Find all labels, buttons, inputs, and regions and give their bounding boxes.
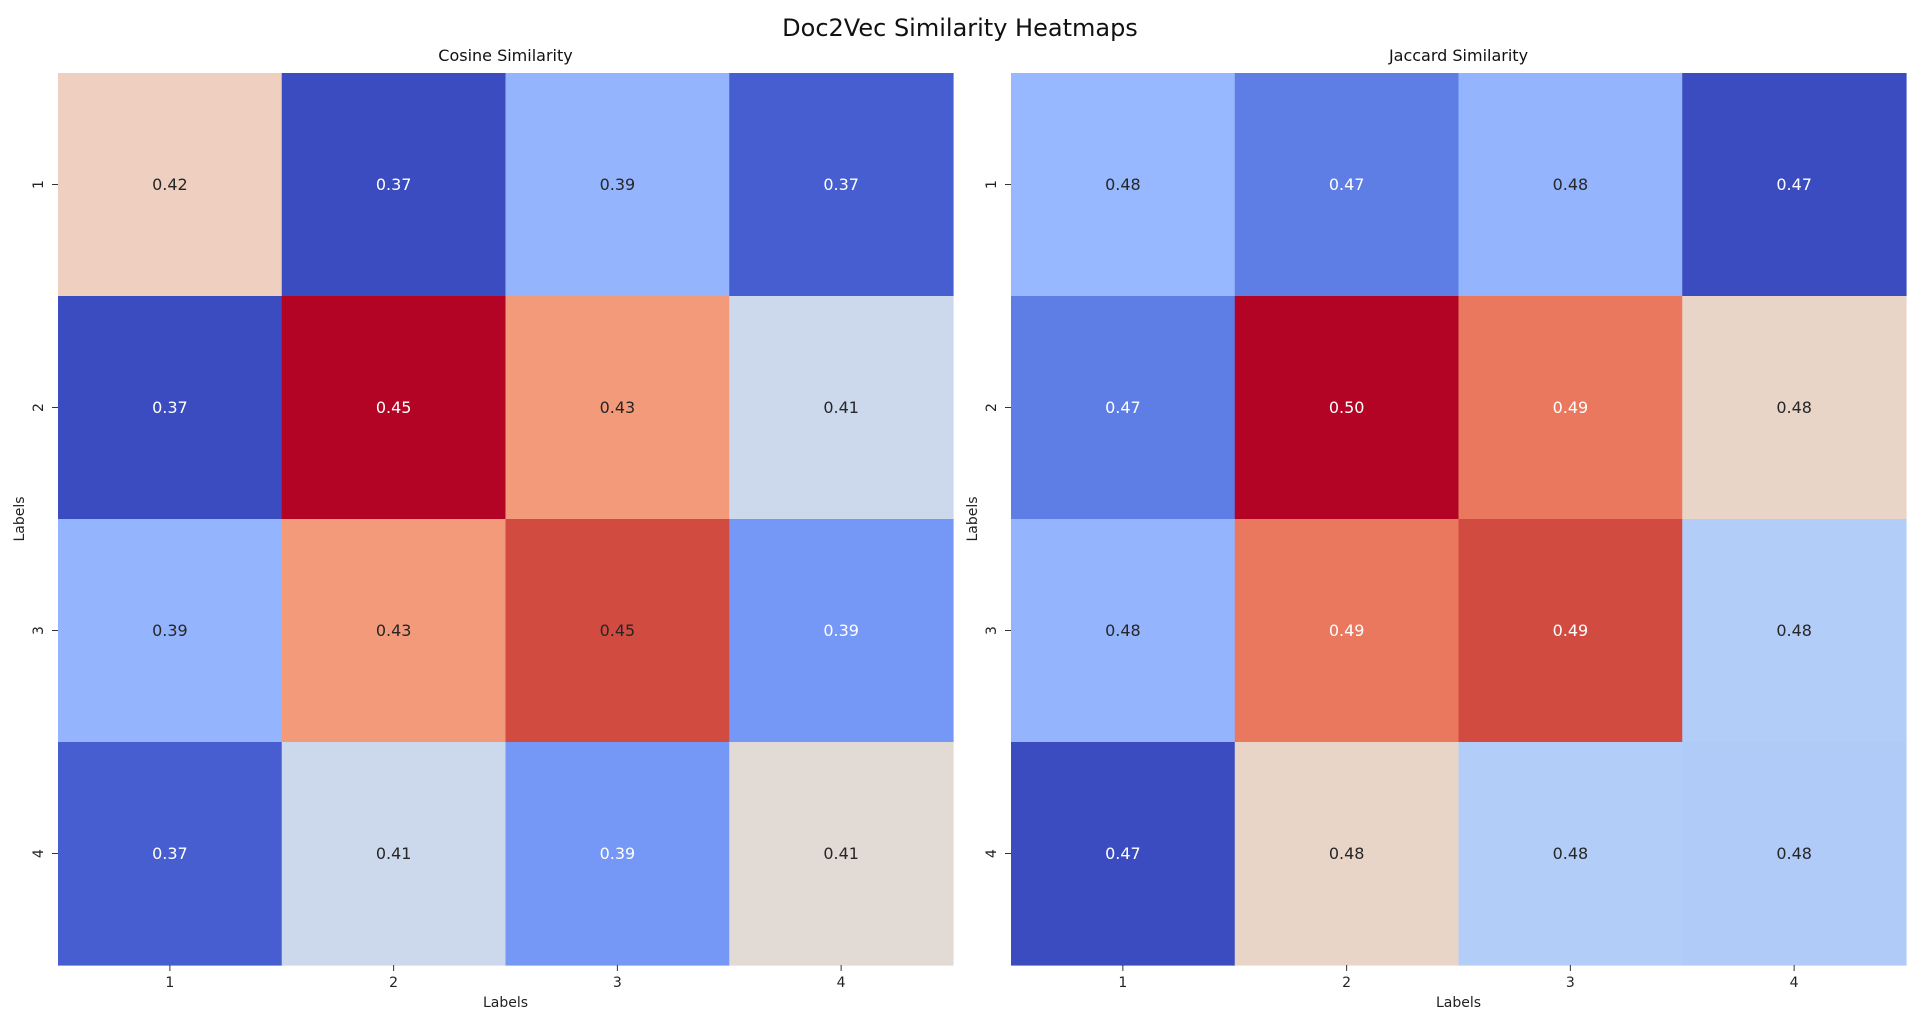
cell-value-label: 0.45 xyxy=(600,621,636,640)
cell-value-label: 0.39 xyxy=(152,621,188,640)
y-tick-label: 4 xyxy=(31,849,47,858)
x-tick-label: 3 xyxy=(1566,975,1575,991)
cell-value-label: 0.41 xyxy=(823,844,859,863)
heatmap-cell xyxy=(281,742,507,966)
heatmap-cell xyxy=(505,519,730,743)
cell-value-label: 0.41 xyxy=(823,398,859,417)
heatmap-cell xyxy=(729,742,954,966)
cell-value-label: 0.37 xyxy=(152,398,188,417)
cell-value-label: 0.48 xyxy=(1105,621,1141,640)
x-axis-label: Labels xyxy=(1436,995,1481,1011)
heatmap-cell xyxy=(729,73,954,297)
heatmap-cell xyxy=(58,296,283,520)
x-tick-label: 2 xyxy=(1342,975,1351,991)
cell-value-label: 0.49 xyxy=(1553,398,1589,417)
heatmap-cell xyxy=(1458,519,1683,743)
cell-value-label: 0.49 xyxy=(1553,621,1589,640)
cell-value-label: 0.48 xyxy=(1776,621,1812,640)
cell-value-label: 0.41 xyxy=(376,844,412,863)
heatmap-1: 0.42 0.37 0.39 0.37 0.37 0.45 0.43 0.41 0.39 0.43… xyxy=(12,46,954,1011)
cell-value-label: 0.43 xyxy=(376,621,412,640)
cell-value-label: 0.37 xyxy=(376,175,412,194)
heatmap-cell xyxy=(1682,296,1907,520)
x-tick-label: 4 xyxy=(1790,975,1799,991)
cell-value-label: 0.47 xyxy=(1105,844,1141,863)
cell-value-label: 0.50 xyxy=(1329,398,1365,417)
y-tick-label: 1 xyxy=(31,180,47,189)
x-tick-label: 1 xyxy=(1118,975,1127,991)
y-axis-label: Labels xyxy=(965,496,981,541)
heatmap-cell xyxy=(1682,73,1907,297)
heatmap-cell xyxy=(1458,742,1683,966)
x-axis-label: Labels xyxy=(483,995,528,1011)
subplot-title: Jaccard Similarity xyxy=(1388,46,1528,65)
heatmap-cell xyxy=(1234,519,1460,743)
heatmap-cell xyxy=(729,296,954,520)
cell-value-label: 0.37 xyxy=(152,844,188,863)
heatmap-cell xyxy=(1682,519,1907,743)
cell-value-label: 0.48 xyxy=(1776,844,1812,863)
y-tick-label: 3 xyxy=(31,626,47,635)
heatmap-cell xyxy=(1011,296,1236,520)
cell-value-label: 0.39 xyxy=(600,844,636,863)
cell-value-label: 0.39 xyxy=(600,175,636,194)
cell-value-label: 0.45 xyxy=(376,398,412,417)
heatmap-cell xyxy=(58,519,283,743)
heatmap-cell xyxy=(1458,73,1683,297)
heatmap-cell xyxy=(1011,742,1236,966)
x-tick-label: 1 xyxy=(165,975,174,991)
cell-value-label: 0.39 xyxy=(823,621,859,640)
figure-title: Doc2Vec Similarity Heatmaps xyxy=(782,14,1138,42)
subplot-title: Cosine Similarity xyxy=(438,46,572,65)
heatmap-2: 0.48 0.47 0.48 0.47 0.47 0.50 0.49 0.48 0.48 0.49… xyxy=(965,46,1907,1011)
y-tick-label: 2 xyxy=(984,403,1000,412)
cell-value-label: 0.48 xyxy=(1329,844,1365,863)
y-tick-label: 3 xyxy=(984,626,1000,635)
cell-value-label: 0.43 xyxy=(600,398,636,417)
heatmap-cell xyxy=(1011,73,1236,297)
y-tick-label: 4 xyxy=(984,849,1000,858)
y-tick-label: 1 xyxy=(984,180,1000,189)
cell-value-label: 0.48 xyxy=(1553,844,1589,863)
heatmap-cell xyxy=(505,73,730,297)
heatmap-cell xyxy=(1458,296,1683,520)
heatmap-cell xyxy=(58,742,283,966)
heatmap-cell xyxy=(1234,73,1460,297)
cell-value-label: 0.47 xyxy=(1776,175,1812,194)
heatmap-cell xyxy=(729,519,954,743)
cell-value-label: 0.48 xyxy=(1776,398,1812,417)
cell-value-label: 0.47 xyxy=(1329,175,1365,194)
cell-value-label: 0.42 xyxy=(152,175,188,194)
cell-value-label: 0.37 xyxy=(823,175,859,194)
heatmap-cell xyxy=(1234,742,1460,966)
y-axis-label: Labels xyxy=(12,496,28,541)
heatmap-cell xyxy=(505,742,730,966)
heatmap-cell xyxy=(58,73,283,297)
cell-value-label: 0.48 xyxy=(1105,175,1141,194)
heatmap-cell xyxy=(281,519,507,743)
heatmap-cell xyxy=(1234,296,1460,520)
heatmap-cell xyxy=(505,296,730,520)
x-tick-label: 2 xyxy=(389,975,398,991)
x-tick-label: 4 xyxy=(837,975,846,991)
cell-value-label: 0.47 xyxy=(1105,398,1141,417)
cell-value-label: 0.48 xyxy=(1553,175,1589,194)
x-tick-label: 3 xyxy=(613,975,622,991)
y-tick-label: 2 xyxy=(31,403,47,412)
heatmap-cell xyxy=(1011,519,1236,743)
heatmap-cell xyxy=(281,296,507,520)
cell-value-label: 0.49 xyxy=(1329,621,1365,640)
heatmap-cell xyxy=(1682,742,1907,966)
heatmap-cell xyxy=(281,73,507,297)
